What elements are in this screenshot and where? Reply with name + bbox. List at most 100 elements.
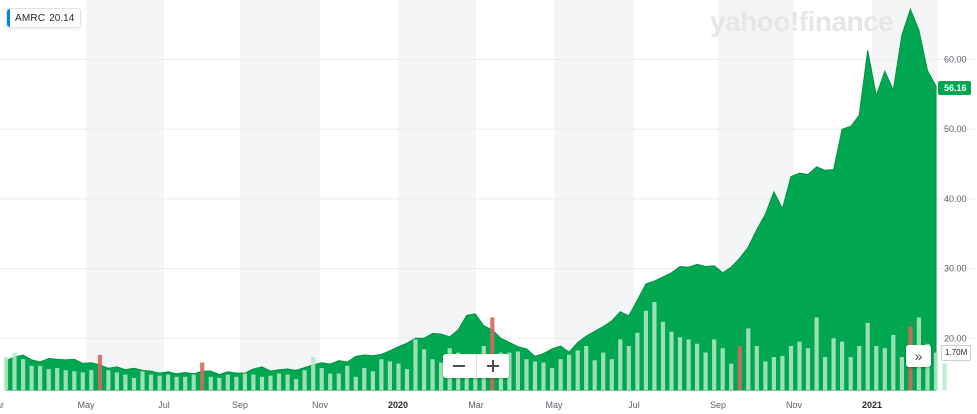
volume-bar-up [370, 371, 375, 390]
volume-bar-up [3, 357, 9, 390]
volume-bar-up [234, 376, 239, 390]
y-tick-label: 40.00 [944, 194, 967, 204]
volume-bar-up [285, 374, 290, 390]
volume-bar-up [72, 371, 77, 390]
volume-bar-up [797, 341, 802, 390]
volume-bar-up [584, 346, 589, 390]
x-axis-labels: Mar May Jul Sep Nov 2020 Mar May Jul Sep Nov 2021 [0, 400, 882, 410]
zoom-in-button[interactable] [475, 354, 509, 378]
volume-bar-up [899, 357, 904, 390]
volume-bar-up [251, 374, 256, 390]
x-tick-label: Nov [786, 400, 803, 410]
volume-bar-down [97, 354, 102, 390]
x-tick-label: 2021 [862, 400, 882, 410]
volume-bar-up [874, 346, 879, 390]
volume-bar-up [12, 352, 17, 390]
zoom-controls [443, 354, 509, 378]
legend-ticker: AMRC [15, 12, 46, 24]
yahoo-finance-watermark: yahoo!finance [710, 6, 894, 37]
volume-bar-up [840, 341, 845, 390]
x-tick-label: May [77, 400, 95, 410]
volume-bar-up [652, 302, 657, 390]
volume-bar-up [857, 346, 862, 390]
volume-bar-up [294, 379, 299, 390]
volume-bar-up [328, 373, 333, 390]
volume-bar-up [404, 369, 410, 390]
volume-bar-up [848, 357, 853, 390]
volume-bar-up [259, 376, 265, 390]
volume-bar-up [336, 373, 341, 390]
volume-bar-up [217, 377, 222, 390]
volume-bar-up [524, 359, 529, 390]
x-tick-label: Mar [0, 400, 4, 410]
x-tick-label: Sep [710, 400, 726, 410]
volume-bar-up [123, 374, 128, 390]
volume-bar-up [660, 321, 666, 390]
volume-bar-up [712, 339, 717, 390]
volume-bar-up [191, 374, 196, 390]
volume-bar-up [29, 365, 34, 390]
volume-bar-up [379, 359, 384, 390]
volume-bar-up [592, 360, 597, 390]
volume-bar-up [63, 370, 68, 390]
y-axis-labels: 20.00 30.00 40.00 50.00 60.00 [944, 55, 967, 344]
series-color-swatch [7, 9, 10, 27]
volume-bar-up [550, 368, 555, 390]
volume-bar-up [677, 337, 683, 390]
x-tick-label: Jul [158, 400, 170, 410]
volume-bar-up [754, 346, 759, 390]
volume-bar-down [200, 362, 205, 390]
volume-bar-up [413, 339, 418, 390]
zoom-out-button[interactable] [443, 354, 476, 378]
double-chevron-right-icon: » [914, 348, 923, 364]
volume-bar-up [55, 368, 60, 390]
volume-bar-up [643, 310, 648, 390]
current-price-tag: 56.16 [938, 81, 971, 95]
volume-bar-up [558, 359, 563, 390]
volume-bar-up [208, 376, 213, 390]
legend-value: 20.14 [49, 12, 75, 24]
month-band [240, 0, 320, 390]
plus-icon [486, 360, 499, 372]
series-legend[interactable]: AMRC 20.14 [6, 8, 82, 28]
y-tick-label: 30.00 [944, 264, 967, 274]
volume-bar-up [626, 346, 631, 390]
volume-bar-up [157, 375, 162, 390]
volume-bar-up [345, 365, 350, 390]
volume-bar-up [89, 370, 94, 390]
current-volume-tag: 1.70M [941, 345, 972, 361]
x-tick-label: May [545, 400, 563, 410]
expand-chart-button[interactable]: » [906, 345, 931, 367]
volume-bar-up [302, 370, 307, 390]
volume-bar-up [618, 339, 623, 390]
volume-bar-up [80, 372, 85, 390]
volume-bar-up [882, 348, 887, 390]
x-tick-label: Mar [468, 400, 484, 410]
volume-bar-up [387, 361, 392, 390]
volume-bar-up [515, 351, 520, 390]
volume-bar-up [362, 368, 367, 390]
volume-bar-up [788, 346, 794, 390]
volume-bar-up [439, 362, 444, 390]
volume-bar-up [695, 343, 700, 390]
volume-bar-up [865, 322, 870, 390]
volume-bar-up [635, 332, 640, 390]
volume-bar-up [106, 370, 111, 390]
volume-bar-up [268, 375, 273, 390]
volume-bar-up [319, 368, 324, 390]
price-area [5, 7, 937, 391]
volume-bar-up [720, 348, 725, 390]
volume-bar-up [763, 361, 768, 390]
volume-bar-up [609, 359, 614, 390]
x-tick-label: Nov [312, 400, 329, 410]
volume-bar-up [780, 355, 785, 390]
y-tick-label: 60.00 [944, 55, 967, 65]
volume-bar-down [737, 346, 742, 390]
volume-bar-up [353, 376, 358, 390]
volume-bar-up [729, 363, 734, 390]
volume-bar-up [933, 352, 939, 390]
volume-bar-up [575, 350, 580, 390]
x-tick-label: Jul [628, 400, 640, 410]
